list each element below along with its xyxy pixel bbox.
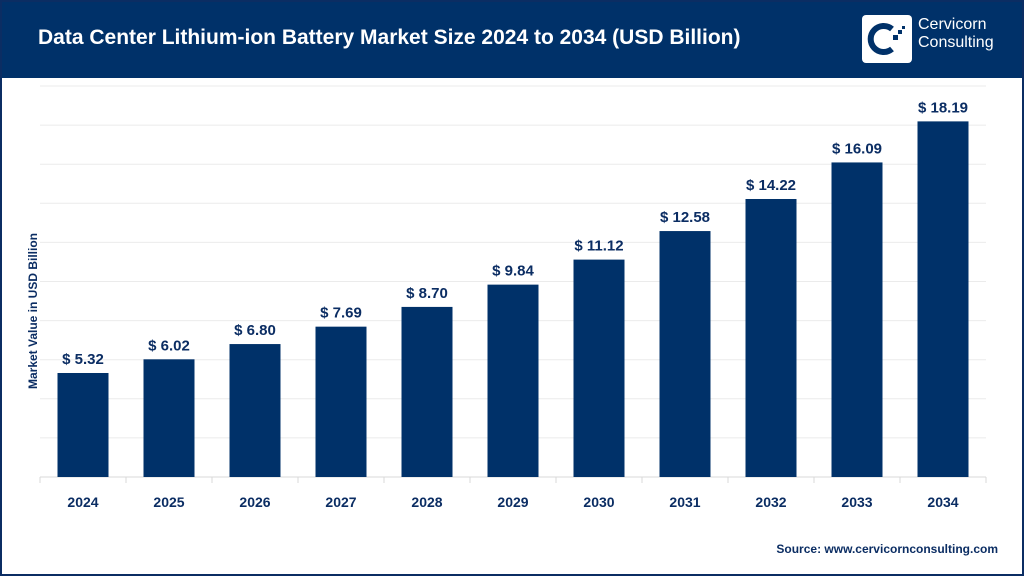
- data-label: $ 14.22: [746, 177, 796, 194]
- bar-2027: [315, 326, 367, 477]
- x-tick-label: 2027: [325, 494, 356, 510]
- bar-2029: [487, 284, 539, 477]
- x-tick-label: 2029: [497, 494, 528, 510]
- data-label: $ 6.80: [234, 322, 276, 339]
- bar-2033: [831, 162, 883, 478]
- logo-line1: Cervicorn: [918, 16, 987, 33]
- x-tick-label: 2030: [583, 494, 614, 510]
- data-label: $ 18.19: [918, 99, 968, 116]
- x-tick-label: 2031: [669, 494, 700, 510]
- data-label: $ 6.02: [148, 337, 190, 354]
- bar-2024: [57, 372, 109, 477]
- data-label: $ 11.12: [574, 238, 623, 255]
- data-label: $ 5.32: [62, 351, 104, 368]
- bar-2034: [917, 121, 969, 477]
- x-tick-label: 2034: [927, 494, 958, 510]
- logo-text: Cervicorn Consulting: [918, 16, 994, 52]
- x-tick-label: 2032: [755, 494, 786, 510]
- data-label: $ 9.84: [492, 263, 534, 280]
- chart-title: Data Center Lithium-ion Battery Market S…: [38, 26, 741, 49]
- x-tick-label: 2033: [841, 494, 872, 510]
- x-tick-label: 2025: [153, 494, 184, 510]
- data-label: $ 12.58: [660, 209, 710, 226]
- bar-2032: [745, 198, 797, 477]
- x-tick-label: 2028: [411, 494, 442, 510]
- data-label: $ 8.70: [406, 285, 448, 302]
- x-tick-label: 2024: [67, 494, 98, 510]
- bar-2026: [229, 344, 281, 477]
- y-axis-label: Market Value in USD Billion: [26, 232, 40, 390]
- x-tick-label: 2026: [239, 494, 270, 510]
- bar-2025: [143, 359, 195, 477]
- header-bar: Data Center Lithium-ion Battery Market S…: [0, 0, 1024, 78]
- logo-icon: [862, 15, 912, 63]
- source-text: Source: www.cervicornconsulting.com: [776, 542, 998, 556]
- data-label: $ 16.09: [832, 140, 882, 157]
- data-label: $ 7.69: [320, 305, 362, 322]
- bar-2031: [659, 231, 711, 477]
- logo-line2: Consulting: [918, 34, 994, 51]
- bar-2030: [573, 259, 625, 477]
- bar-2028: [401, 306, 453, 477]
